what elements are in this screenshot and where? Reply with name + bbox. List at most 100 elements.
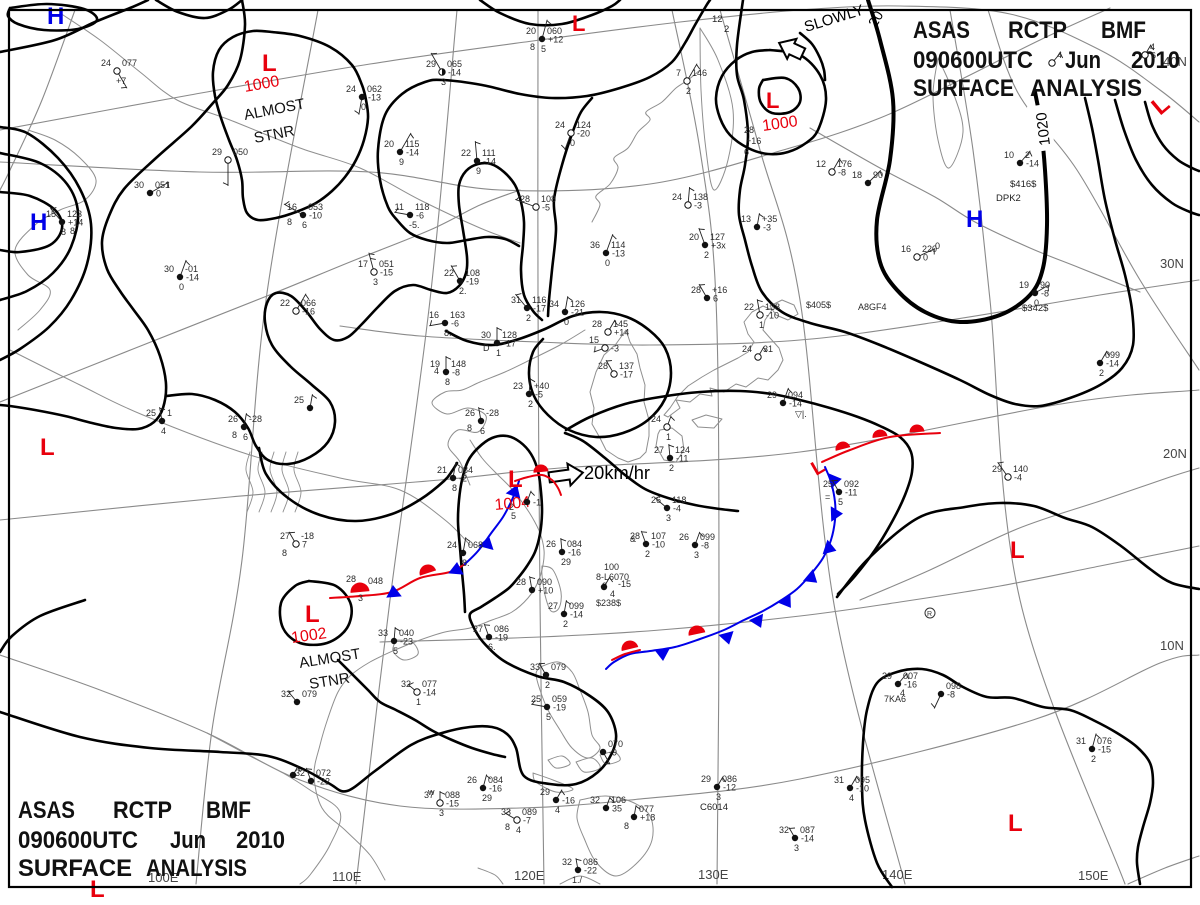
svg-text:-14: -14 bbox=[406, 148, 419, 158]
svg-text:4: 4 bbox=[555, 805, 560, 815]
svg-text:6: 6 bbox=[243, 432, 248, 442]
svg-text:16: 16 bbox=[901, 244, 911, 254]
svg-text:2.: 2. bbox=[459, 286, 467, 296]
svg-text:24: 24 bbox=[651, 414, 661, 424]
svg-text:8: 8 bbox=[61, 227, 66, 237]
svg-text:29: 29 bbox=[701, 774, 711, 784]
svg-text:1./: 1./ bbox=[572, 875, 583, 885]
svg-text:150E: 150E bbox=[1078, 868, 1109, 883]
svg-text:30: 30 bbox=[164, 264, 174, 274]
svg-text:26: 26 bbox=[546, 539, 556, 549]
svg-text:$416$: $416$ bbox=[1010, 179, 1037, 190]
svg-text:29: 29 bbox=[540, 787, 550, 797]
svg-text:068: 068 bbox=[468, 540, 483, 550]
svg-text:7: 7 bbox=[302, 540, 307, 550]
svg-text:21: 21 bbox=[437, 465, 447, 475]
svg-text:33: 33 bbox=[530, 662, 540, 672]
svg-text:-19: -19 bbox=[466, 277, 479, 287]
svg-text:3: 3 bbox=[794, 843, 799, 853]
svg-text:-10: -10 bbox=[766, 311, 779, 321]
svg-text:100: 100 bbox=[604, 562, 619, 572]
svg-text:-15: -15 bbox=[446, 799, 459, 809]
svg-text:-3: -3 bbox=[694, 201, 702, 211]
svg-text:-21: -21 bbox=[571, 308, 584, 318]
svg-text:8: 8 bbox=[505, 822, 510, 832]
svg-text:27: 27 bbox=[654, 445, 664, 455]
svg-text:30: 30 bbox=[481, 330, 491, 340]
svg-text:SURFACE: SURFACE bbox=[18, 855, 132, 882]
svg-text:28: 28 bbox=[592, 319, 602, 329]
svg-text:-14: -14 bbox=[423, 688, 436, 698]
svg-text:0: 0 bbox=[923, 253, 928, 263]
svg-text:28: 28 bbox=[744, 125, 754, 135]
svg-text:4: 4 bbox=[1057, 50, 1062, 60]
svg-text:-10: -10 bbox=[856, 784, 869, 794]
svg-text:6: 6 bbox=[1151, 51, 1156, 61]
svg-text:20: 20 bbox=[384, 139, 394, 149]
svg-text:4: 4 bbox=[434, 366, 439, 376]
svg-text:2: 2 bbox=[563, 619, 568, 629]
svg-text:36: 36 bbox=[590, 240, 600, 250]
svg-text:5: 5 bbox=[511, 511, 516, 521]
svg-text:-11: -11 bbox=[676, 454, 688, 464]
svg-text:5: 5 bbox=[393, 646, 398, 656]
svg-text:29: 29 bbox=[482, 793, 492, 803]
svg-text:25: 25 bbox=[823, 479, 833, 489]
svg-text:32: 32 bbox=[590, 795, 600, 805]
svg-text:9: 9 bbox=[476, 166, 481, 176]
svg-text:DPK2: DPK2 bbox=[996, 193, 1021, 204]
svg-text:-17: -17 bbox=[620, 370, 633, 380]
svg-text:-20: -20 bbox=[577, 129, 590, 139]
svg-text:-10: -10 bbox=[652, 540, 665, 550]
svg-text:-5: -5 bbox=[542, 203, 550, 213]
svg-text:-5: -5 bbox=[535, 390, 543, 400]
svg-text:6.: 6. bbox=[488, 642, 496, 652]
svg-text:10: 10 bbox=[1004, 150, 1014, 160]
svg-text:-8: -8 bbox=[838, 168, 846, 178]
svg-text:16: 16 bbox=[429, 310, 439, 320]
svg-text:9: 9 bbox=[399, 157, 404, 167]
svg-text:20N: 20N bbox=[1163, 446, 1187, 461]
svg-text:24: 24 bbox=[555, 120, 565, 130]
svg-text:130E: 130E bbox=[698, 867, 729, 882]
svg-text:RCTP: RCTP bbox=[113, 797, 172, 824]
svg-text:H: H bbox=[47, 3, 64, 30]
svg-text:-3: -3 bbox=[611, 344, 619, 354]
svg-text:-8: -8 bbox=[452, 368, 460, 378]
svg-text:90: 90 bbox=[873, 170, 883, 180]
svg-text:-1: -1 bbox=[533, 498, 541, 508]
svg-text:$238$: $238$ bbox=[596, 598, 621, 608]
svg-text:L: L bbox=[305, 601, 320, 628]
svg-text:-17: -17 bbox=[533, 304, 546, 314]
svg-text:-28: -28 bbox=[486, 408, 499, 418]
svg-text:32: 32 bbox=[401, 679, 411, 689]
svg-text:8: 8 bbox=[232, 430, 237, 440]
svg-text:Jun: Jun bbox=[170, 827, 206, 854]
svg-text:ASAS: ASAS bbox=[913, 17, 970, 44]
svg-text:24: 24 bbox=[672, 192, 682, 202]
svg-text:H: H bbox=[30, 209, 47, 236]
svg-text:28: 28 bbox=[516, 577, 526, 587]
svg-text:-14: -14 bbox=[448, 68, 461, 78]
svg-text:2: 2 bbox=[645, 549, 650, 559]
svg-text:7: 7 bbox=[676, 68, 681, 78]
svg-text:-16: -16 bbox=[568, 548, 581, 558]
svg-text:16: 16 bbox=[287, 202, 297, 212]
svg-text:048: 048 bbox=[368, 576, 383, 586]
svg-text:BMF: BMF bbox=[1101, 17, 1146, 44]
svg-text:SURFACE: SURFACE bbox=[913, 75, 1014, 102]
svg-text:29: 29 bbox=[767, 390, 777, 400]
svg-text:-13: -13 bbox=[368, 93, 381, 103]
svg-text:090600UTC: 090600UTC bbox=[18, 827, 138, 854]
svg-text:-14: -14 bbox=[789, 399, 802, 409]
svg-text:27: 27 bbox=[280, 531, 290, 541]
svg-text:$342$: $342$ bbox=[1022, 303, 1049, 314]
svg-text:146: 146 bbox=[692, 68, 707, 78]
svg-text:25: 25 bbox=[294, 395, 304, 405]
svg-text:-14: -14 bbox=[570, 610, 583, 620]
svg-text:3: 3 bbox=[373, 277, 378, 287]
svg-text:-15: -15 bbox=[618, 579, 631, 589]
svg-text:26: 26 bbox=[651, 495, 661, 505]
svg-text:32: 32 bbox=[562, 857, 572, 867]
svg-text:20km/hr: 20km/hr bbox=[584, 463, 650, 483]
